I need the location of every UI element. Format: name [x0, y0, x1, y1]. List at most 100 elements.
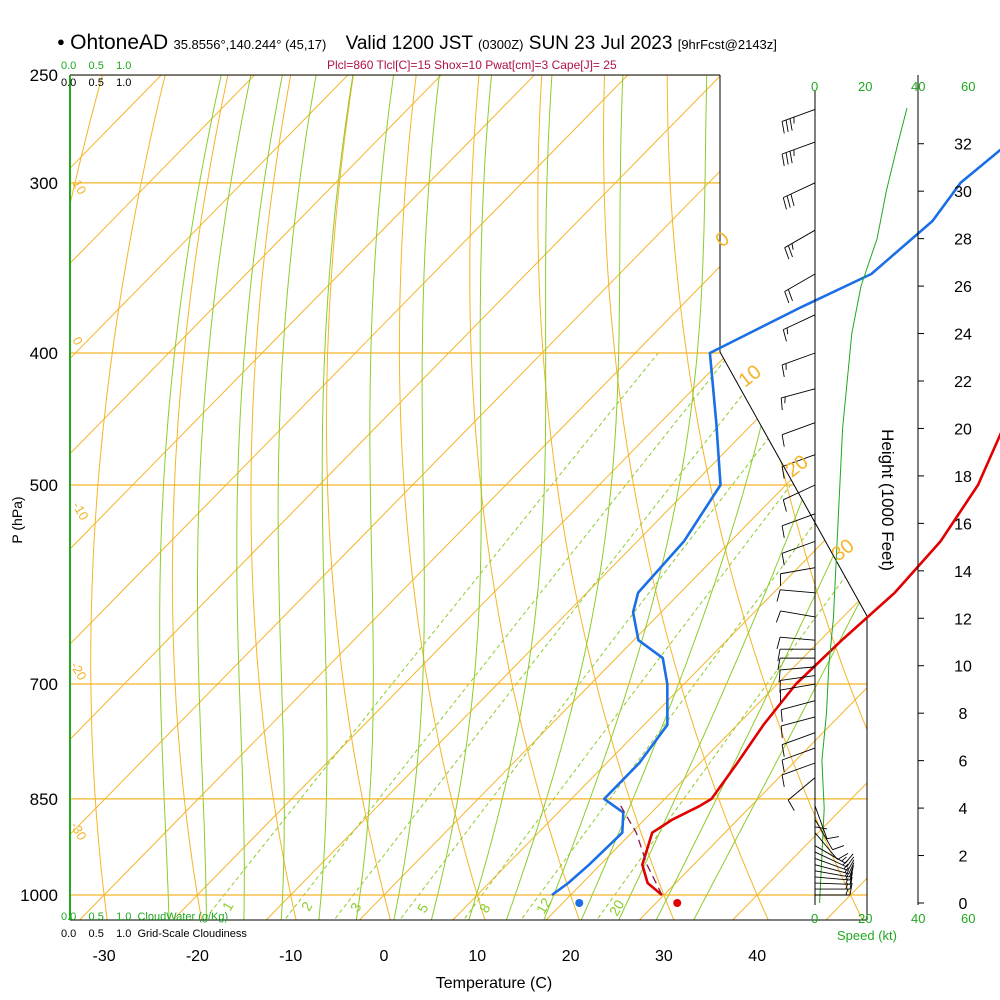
dry-adiabat-line: [90, 75, 201, 920]
wind-barb: [781, 732, 816, 757]
wind-barb: [781, 454, 816, 479]
plot-border: [69, 74, 868, 921]
temperature-tick-label: 0: [380, 948, 389, 965]
isotherm-line: [70, 75, 758, 920]
dry-adiabat-line: [250, 75, 319, 920]
temperature-axis: -30 -20 -10 0 10 20 30 40: [93, 948, 767, 965]
cloudiness-label: Grid-Scale Cloudiness: [137, 928, 247, 940]
wind-barb: [776, 636, 816, 650]
moist-adiabat-line: [691, 75, 867, 920]
cloudwater-scale-top: 0.0 0.5 1.0: [61, 60, 132, 72]
forecast-info: [9hrFcst@2143z]: [677, 37, 777, 52]
cloudwater-label: CloudWater (g/Kg): [137, 911, 229, 923]
wind-barb: [781, 352, 816, 378]
moist-adiabat-line: [653, 75, 867, 920]
dry-adiabat-line: [325, 75, 392, 920]
wind-barb: [782, 182, 816, 210]
isotherm-line: [70, 75, 665, 920]
dewpoint-profile-line: [551, 148, 1000, 897]
height-tick-label: 24: [954, 327, 972, 344]
isotherm-label: 10: [69, 177, 89, 197]
wind-barb: [781, 762, 816, 788]
temperature-tick-label: 30: [655, 948, 673, 965]
isotherm-line: [70, 75, 292, 920]
wind-barb: [814, 872, 853, 885]
moist-adiabat-line: [616, 75, 867, 920]
wind-barb: [782, 484, 816, 512]
height-tick-label: 16: [954, 516, 972, 533]
cloudwater-scale-bottom: 0.0 0.5 1.0 CloudWater (g/Kg): [61, 911, 229, 923]
pressure-tick-label: 400: [30, 344, 58, 363]
dry-adiabat-line: [171, 75, 260, 920]
temperature-profile-line: [641, 431, 1000, 896]
height-tick-label: 12: [954, 611, 972, 628]
moist-adiabat-line: [467, 75, 565, 920]
moist-adiabat-line: [159, 75, 255, 920]
height-tick-label: 8: [959, 706, 968, 723]
isotherm-line: [70, 75, 478, 920]
wind-barb: [777, 657, 815, 671]
isotherm-line: [448, 75, 867, 920]
wind-barb: [814, 791, 828, 830]
moist-adiabat-line: [541, 75, 713, 920]
dry-adiabat-line: [602, 75, 771, 920]
surface-markers: [575, 899, 682, 907]
height-tick-label: 14: [954, 564, 972, 581]
valid-date: SUN 23 Jul 2023: [528, 33, 673, 54]
station-name: OhtoneAD: [70, 31, 169, 54]
wind-barb: [781, 109, 816, 134]
height-tick-label: 32: [954, 137, 972, 154]
wind-barb: [787, 777, 816, 811]
height-tick-label: 22: [954, 374, 972, 391]
height-tick-label: 20: [954, 421, 972, 438]
cloudiness-scale-bottom: 0.0 0.5 1.0 Grid-Scale Cloudiness: [61, 928, 247, 940]
mixing-ratio-line: [460, 352, 867, 920]
height-tick-label: 6: [959, 754, 968, 771]
moist-adiabat-line: [504, 75, 632, 920]
wind-barb: [780, 567, 816, 586]
pressure-tick-label: 300: [30, 174, 58, 193]
mixing-ratio-line: [593, 352, 867, 920]
temperature-tick-label: -30: [93, 948, 116, 965]
x-axis-label: Temperature (C): [436, 975, 552, 992]
temperature-tick-label: 10: [468, 948, 486, 965]
moist-adiabat-line: [317, 75, 378, 920]
height-tick-label: 4: [959, 801, 968, 818]
y-axis-label: P (hPa): [9, 496, 25, 543]
height-tick-label: 10: [954, 659, 972, 676]
wind-barb: [780, 716, 816, 739]
title-line: ● OhtoneAD 35.8556°,140.244° (45,17) Val…: [57, 31, 777, 55]
mixing-ratio-label: 20: [606, 897, 628, 919]
temperature-tick-label: 40: [748, 948, 766, 965]
mixing-ratio-label: 12: [533, 895, 555, 917]
wind-barb: [814, 819, 845, 851]
cloudiness-scale-top: 0.0 0.5 1.0: [61, 77, 132, 89]
wind-barb: [814, 832, 849, 860]
isotherm-line: [70, 75, 571, 920]
pressure-tick-label: 500: [30, 476, 58, 495]
height-tick-label: 28: [954, 232, 972, 249]
dry-adiabat-line: [537, 75, 676, 920]
moist-adiabat-line: [197, 75, 282, 920]
parcel-profile-line: [620, 805, 663, 896]
wind-barb: [781, 513, 816, 538]
wind-barb: [776, 589, 816, 602]
pressure-tick-label: 850: [30, 790, 58, 809]
wind-barb: [814, 845, 854, 864]
station-coords: 35.8556°,140.244° (45,17): [173, 37, 327, 52]
dry-adiabat-line: [666, 75, 866, 920]
wind-barb: [784, 273, 816, 304]
wind-barb: [779, 675, 816, 693]
stability-indices: Plcl=860 Tlcl[C]=15 Shox=10 Pwat[cm]=3 C…: [327, 58, 617, 72]
height-tick-label: 26: [954, 279, 972, 296]
isotherm-line: [75, 75, 867, 920]
height-tick-label: 2: [959, 849, 968, 866]
isotherm-line: [635, 75, 867, 920]
pressure-tick-label: 700: [30, 675, 58, 694]
temperature-tick-label: 20: [562, 948, 580, 965]
height-tick-label: 18: [954, 469, 972, 486]
wind-barb: [815, 882, 853, 896]
mixing-ratio-line: [396, 352, 835, 920]
dry-adiabat-line: [469, 75, 582, 920]
